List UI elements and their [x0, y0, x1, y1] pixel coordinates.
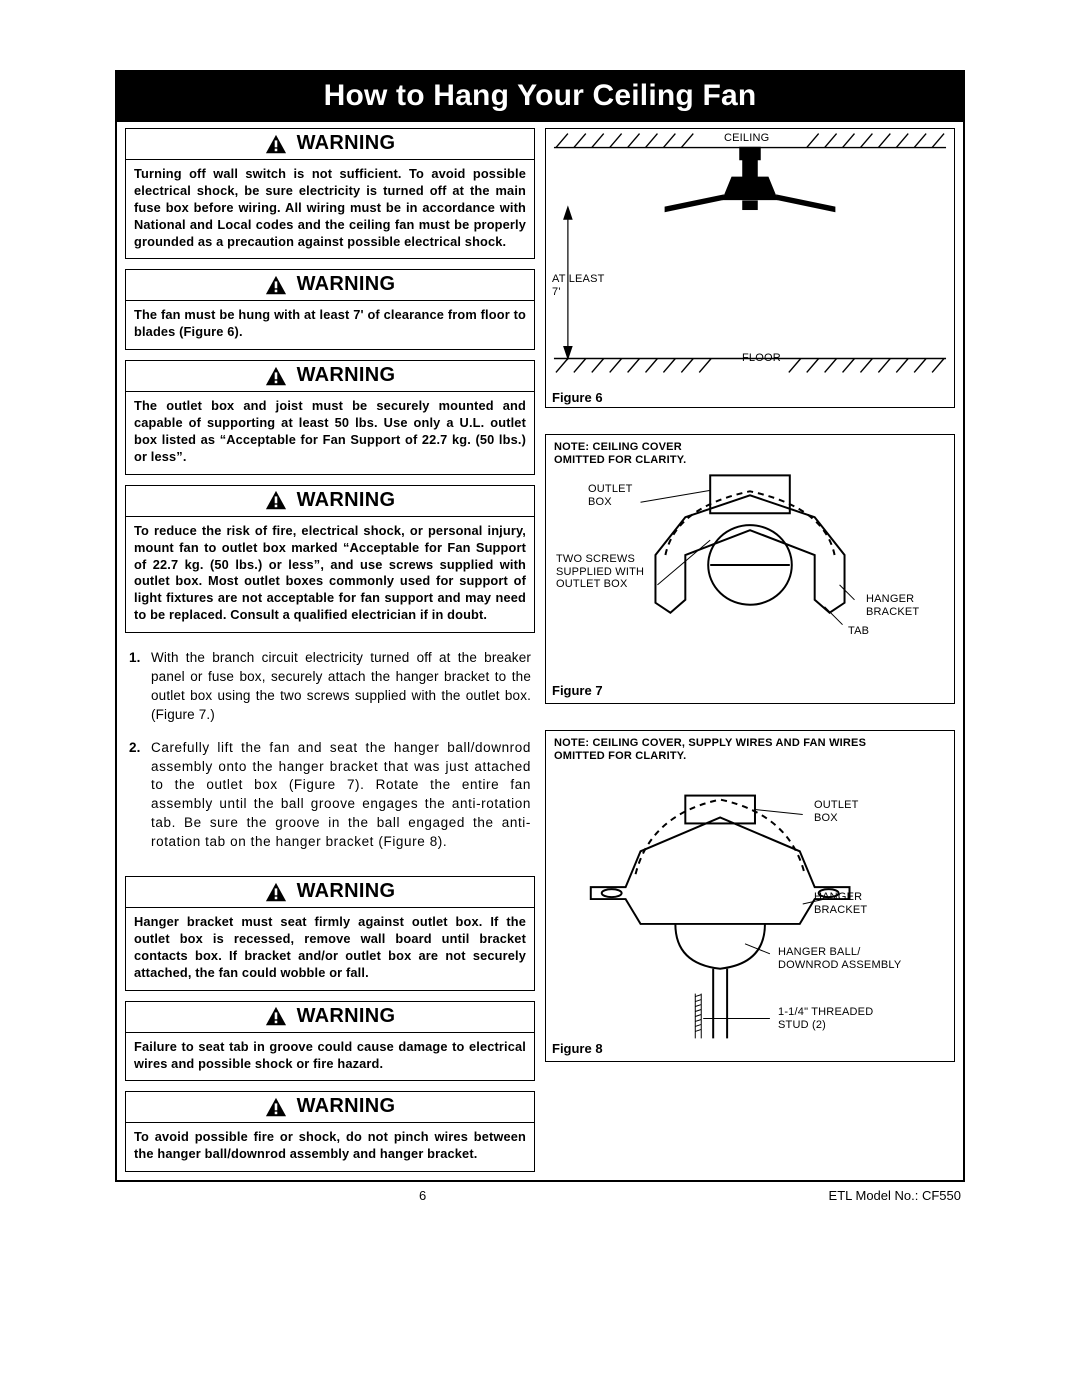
warning-triangle-icon [265, 490, 287, 510]
warning-box-1: WARNING Turning off wall switch is not s… [125, 128, 535, 259]
warning-label: WARNING [297, 1005, 396, 1028]
figure-6-clearance-label: AT LEAST 7' [552, 273, 605, 298]
model-number: ETL Model No.: CF550 [829, 1188, 961, 1203]
warning-box-3: WARNING The outlet box and joist must be… [125, 360, 535, 475]
warning-triangle-icon [265, 882, 287, 902]
page-frame: How to Hang Your Ceiling Fan WARNING Tur… [115, 70, 965, 1182]
figure-8: NOTE: CEILING COVER, SUPPLY WIRES AND FA… [545, 730, 955, 1062]
warning-header: WARNING [126, 270, 534, 301]
warning-triangle-icon [265, 275, 287, 295]
figure-8-outlet-label: OUTLET BOX [814, 799, 859, 824]
step-item: 1. With the branch circuit electricity t… [129, 649, 531, 725]
figure-8-stud-label: 1-1/4" THREADED STUD (2) [778, 1006, 873, 1031]
content-area: WARNING Turning off wall switch is not s… [117, 122, 963, 1180]
warning-label: WARNING [297, 273, 396, 296]
warning-text-1: Turning off wall switch is not sufficien… [126, 160, 534, 258]
figure-7: NOTE: CEILING COVER OMITTED FOR CLARITY. [545, 434, 955, 704]
step-number: 1. [129, 649, 151, 725]
warning-triangle-icon [265, 134, 287, 154]
warning-label: WARNING [297, 364, 396, 387]
left-column: WARNING Turning off wall switch is not s… [125, 128, 535, 1172]
figure-7-outlet-label: OUTLET BOX [588, 483, 633, 508]
warning-text-5: Hanger bracket must seat firmly against … [126, 908, 534, 990]
warning-header: WARNING [126, 1002, 534, 1033]
warning-text-3: The outlet box and joist must be securel… [126, 392, 534, 474]
figure-6: CEILING FLOOR AT LEAST 7' Figure 6 [545, 128, 955, 408]
steps-list: 1. With the branch circuit electricity t… [125, 643, 535, 876]
figure-7-screws-label: TWO SCREWS SUPPLIED WITH OUTLET BOX [556, 553, 644, 591]
warning-header: WARNING [126, 1092, 534, 1123]
figure-7-tab-label: TAB [848, 625, 869, 638]
page-title: How to Hang Your Ceiling Fan [117, 72, 963, 122]
warning-box-5: WARNING Hanger bracket must seat firmly … [125, 876, 535, 991]
step-text: Carefully lift the fan and seat the hang… [151, 739, 531, 852]
warning-box-7: WARNING To avoid possible fire or shock,… [125, 1091, 535, 1172]
figure-8-diagram [546, 759, 954, 1064]
warning-header: WARNING [126, 486, 534, 517]
right-column: CEILING FLOOR AT LEAST 7' Figure 6 NOTE:… [545, 128, 955, 1172]
warning-triangle-icon [265, 1097, 287, 1117]
figure-8-ball-label: HANGER BALL/ DOWNROD ASSEMBLY [778, 946, 901, 971]
warning-box-4: WARNING To reduce the risk of fire, elec… [125, 485, 535, 633]
warning-label: WARNING [297, 132, 396, 155]
figure-8-hanger-label: HANGER BRACKET [814, 891, 867, 916]
figure-7-caption: Figure 7 [546, 680, 609, 703]
figure-6-diagram [546, 129, 954, 384]
figure-6-floor-label: FLOOR [742, 352, 781, 365]
warning-text-6: Failure to seat tab in groove could caus… [126, 1033, 534, 1081]
warning-text-4: To reduce the risk of fire, electrical s… [126, 517, 534, 632]
step-number: 2. [129, 739, 151, 852]
figure-8-caption: Figure 8 [546, 1038, 609, 1061]
warning-label: WARNING [297, 1095, 396, 1118]
warning-header: WARNING [126, 129, 534, 160]
warning-box-6: WARNING Failure to seat tab in groove co… [125, 1001, 535, 1082]
step-text: With the branch circuit electricity turn… [151, 649, 531, 725]
warning-triangle-icon [265, 366, 287, 386]
figure-7-hanger-label: HANGER BRACKET [866, 593, 919, 618]
figure-6-caption: Figure 6 [546, 387, 954, 410]
warning-label: WARNING [297, 489, 396, 512]
warning-text-7: To avoid possible fire or shock, do not … [126, 1123, 534, 1171]
warning-box-2: WARNING The fan must be hung with at lea… [125, 269, 535, 350]
warning-text-2: The fan must be hung with at least 7' of… [126, 301, 534, 349]
page-number: 6 [419, 1188, 426, 1203]
warning-triangle-icon [265, 1006, 287, 1026]
figure-6-ceiling-label: CEILING [724, 132, 769, 145]
warning-label: WARNING [297, 880, 396, 903]
warning-header: WARNING [126, 361, 534, 392]
page-footer: 6 ETL Model No.: CF550 [115, 1182, 965, 1203]
warning-header: WARNING [126, 877, 534, 908]
step-item: 2. Carefully lift the fan and seat the h… [129, 739, 531, 852]
